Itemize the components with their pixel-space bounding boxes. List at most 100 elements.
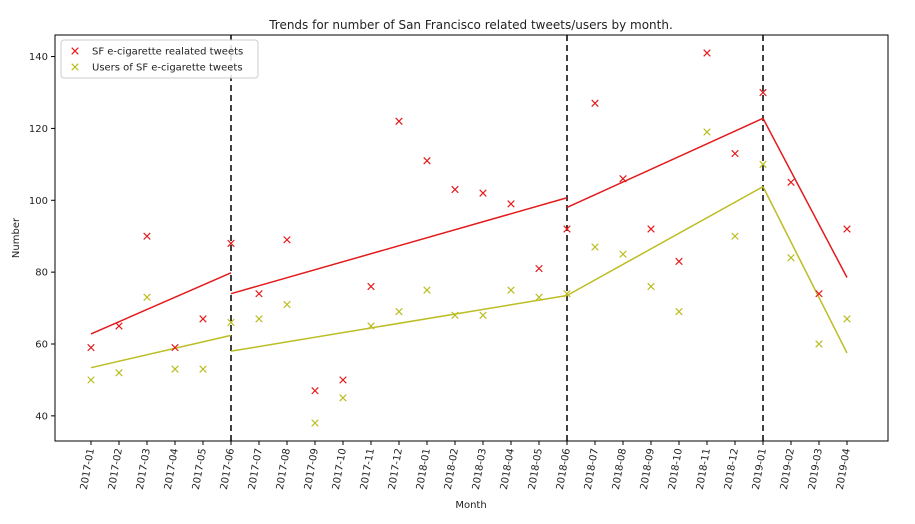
x-tick-label: 2018-07 — [583, 448, 601, 491]
x-tick-label: 2018-02 — [443, 448, 461, 491]
data-point — [311, 419, 319, 427]
x-tick-label: 2018-11 — [695, 448, 713, 491]
y-axis: 40 60 80 100 120 140 — [29, 52, 55, 422]
x-tick-label: 2019-03 — [807, 448, 825, 491]
data-point — [619, 174, 627, 183]
trend-segment — [230, 294, 568, 352]
data-point — [227, 239, 235, 248]
x-tick-label: 2017-04 — [163, 448, 181, 491]
data-point — [563, 225, 571, 233]
data-point — [787, 254, 795, 262]
x-tick-label: 2017-03 — [135, 448, 153, 491]
data-point — [311, 386, 319, 395]
data-point — [479, 189, 487, 197]
data-point — [87, 376, 95, 384]
data-point — [675, 307, 683, 316]
x-tick-label: 2018-01 — [415, 448, 433, 491]
data-point — [283, 236, 291, 244]
data-point — [227, 318, 235, 327]
data-point — [115, 369, 123, 377]
x-tick-label: 2019-02 — [779, 448, 797, 491]
data-point — [451, 185, 459, 194]
x-tick-label: 2017-12 — [387, 448, 405, 491]
trend-lines — [90, 117, 848, 369]
y-tick-label: 100 — [29, 196, 48, 207]
data-point — [395, 117, 403, 125]
x-tick-label: 2017-02 — [107, 448, 125, 491]
chart-title: Trends for number of San Francisco relat… — [268, 18, 673, 32]
legend-entry: SF e-cigarette realated tweets — [92, 47, 243, 58]
data-point — [479, 311, 487, 319]
data-point — [115, 322, 123, 330]
data-point — [815, 340, 823, 348]
data-point — [759, 160, 767, 169]
trend-segment — [762, 118, 848, 278]
x-tick-label: 2017-07 — [247, 448, 265, 491]
x-tick-label: 2019-04 — [835, 448, 853, 491]
x-tick-label: 2017-01 — [79, 448, 97, 491]
data-point — [591, 243, 599, 251]
data-point — [255, 289, 263, 298]
data-point — [731, 232, 739, 240]
legend-entry: Users of SF e-cigarette tweets — [92, 63, 243, 74]
x-tick-label: 2018-04 — [499, 448, 517, 491]
data-point — [507, 200, 515, 208]
data-point — [843, 225, 851, 233]
data-point — [647, 225, 655, 233]
trend-segment — [230, 197, 568, 295]
y-tick-label: 60 — [35, 339, 48, 350]
data-point — [171, 343, 179, 352]
data-point — [815, 289, 823, 298]
y-axis-label: Number — [11, 217, 22, 258]
legend-box — [60, 39, 259, 79]
x-tick-label: 2017-09 — [303, 448, 321, 491]
data-point — [283, 300, 291, 309]
x-tick-label: 2017-05 — [191, 448, 209, 491]
x-tick-label: 2018-12 — [723, 448, 741, 491]
legend-marker — [71, 63, 79, 71]
trend-segment — [90, 272, 232, 335]
data-point — [339, 394, 347, 402]
data-point — [703, 128, 711, 136]
data-point — [787, 178, 795, 187]
data-point — [759, 88, 767, 97]
data-point — [647, 282, 655, 291]
data-point — [535, 264, 543, 273]
x-tick-label: 2018-03 — [471, 448, 489, 491]
x-tick-label: 2018-06 — [555, 448, 573, 491]
y-tick-label: 120 — [29, 124, 48, 135]
data-point — [731, 149, 739, 158]
x-tick-label: 2017-11 — [359, 448, 377, 491]
x-tick-label: 2018-05 — [527, 448, 545, 491]
y-tick-label: 140 — [29, 52, 48, 63]
data-point — [675, 257, 683, 266]
data-point — [619, 250, 627, 258]
data-point — [171, 365, 179, 373]
trend-segment — [90, 334, 232, 369]
legend-marker — [71, 47, 79, 55]
separator-lines — [230, 35, 764, 441]
trend-segment — [566, 117, 764, 209]
x-tick-label: 2019-01 — [751, 448, 769, 491]
x-axis: 2017-01 2017-02 2017-03 2017-04 2017-05 2017-… — [79, 441, 853, 491]
data-point — [507, 286, 515, 294]
data-point — [451, 311, 459, 319]
data-point — [143, 232, 151, 240]
data-point — [199, 315, 207, 323]
plot-area — [54, 34, 889, 442]
data-point — [255, 315, 263, 323]
data-point — [563, 289, 571, 298]
data-point — [535, 293, 543, 302]
y-tick-label: 80 — [35, 268, 48, 279]
trend-segment — [762, 186, 848, 354]
x-tick-label: 2017-10 — [331, 448, 349, 491]
data-point — [843, 315, 851, 323]
x-tick-label: 2017-08 — [275, 448, 293, 491]
data-point — [199, 365, 207, 373]
data-point — [367, 322, 375, 330]
legend: SF e-cigarette realated tweets Users of S… — [60, 39, 259, 79]
data-point — [423, 286, 431, 294]
data-point — [703, 49, 711, 57]
data-point — [395, 307, 403, 316]
